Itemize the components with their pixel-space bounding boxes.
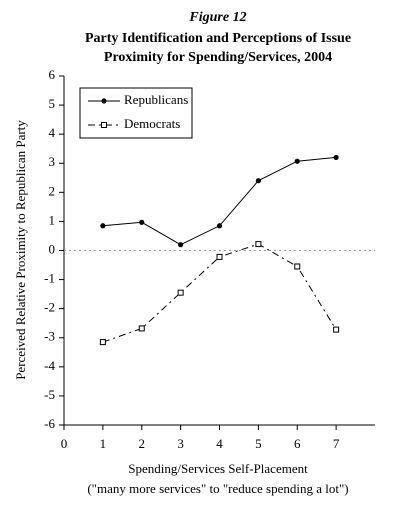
- marker: [255, 178, 261, 184]
- y-tick-label: 2: [49, 183, 56, 198]
- legend-box: [79, 87, 193, 139]
- y-tick-label: -3: [44, 329, 55, 344]
- y-tick-label: 1: [49, 212, 56, 227]
- marker: [99, 339, 106, 346]
- x-tick-label: 4: [216, 436, 223, 451]
- marker: [216, 253, 223, 260]
- legend-marker: [101, 98, 107, 104]
- chart-title: Party Identification and Perceptions of …: [85, 31, 351, 46]
- figure-label: Figure 12: [188, 10, 246, 25]
- y-tick-label: 5: [49, 96, 56, 111]
- marker: [294, 263, 301, 270]
- y-tick-label: 3: [49, 154, 56, 169]
- y-tick-label: 0: [49, 241, 56, 256]
- marker: [294, 158, 300, 164]
- y-axis-label: Perceived Relative Proximity to Republic…: [13, 120, 28, 380]
- x-tick-label: 0: [61, 436, 68, 451]
- legend-label: Republicans: [124, 92, 188, 107]
- y-tick-label: 4: [49, 125, 56, 140]
- x-tick-label: 5: [255, 436, 262, 451]
- y-tick-label: -5: [44, 387, 55, 402]
- marker: [255, 241, 262, 248]
- marker: [100, 223, 106, 229]
- marker: [216, 223, 223, 229]
- legend-marker: [101, 122, 107, 128]
- marker: [139, 219, 145, 225]
- x-axis-label: Spending/Services Self-Placement: [128, 461, 308, 476]
- marker: [333, 326, 340, 333]
- x-tick-label: 6: [294, 436, 301, 451]
- x-tick-label: 3: [177, 436, 184, 451]
- y-tick-label: -4: [44, 358, 55, 373]
- marker: [138, 325, 145, 332]
- y-tick-label: -6: [44, 416, 55, 431]
- x-tick-label: 1: [100, 436, 107, 451]
- marker: [178, 242, 184, 248]
- y-tick-label: -1: [44, 271, 55, 286]
- y-tick-label: -2: [44, 300, 55, 315]
- x-axis-note: ("many more services" to "reduce spendin…: [87, 481, 348, 496]
- chart-title: Proximity for Spending/Services, 2004: [104, 50, 332, 65]
- marker: [333, 154, 339, 161]
- series-line: [102, 156, 337, 246]
- marker: [177, 289, 184, 296]
- y-tick-label: 6: [49, 67, 56, 82]
- legend-label: Democrats: [124, 116, 180, 131]
- x-tick-label: 2: [139, 436, 146, 451]
- x-tick-label: 7: [333, 436, 340, 451]
